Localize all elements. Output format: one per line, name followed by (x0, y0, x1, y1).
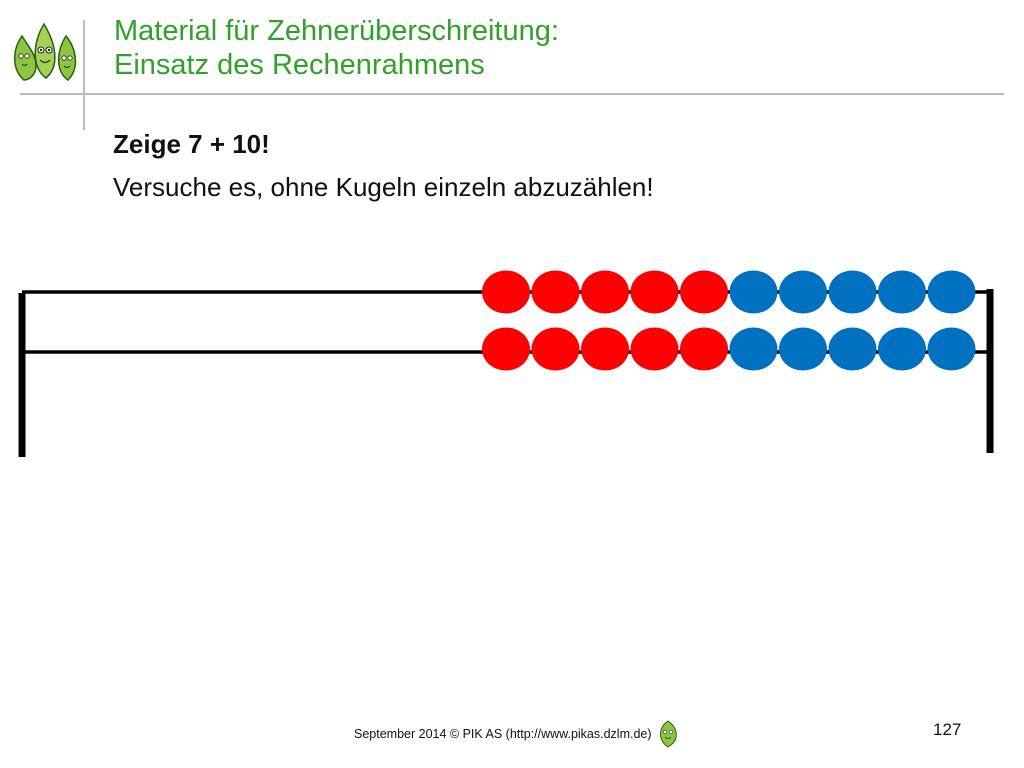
red-bead-row2-5 (680, 327, 728, 371)
blue-bead-row1-9 (878, 270, 926, 314)
red-bead-row1-5 (680, 270, 728, 314)
blue-bead-row2-9 (878, 327, 926, 371)
red-bead-row1-4 (630, 270, 679, 314)
red-bead-row2-3 (581, 327, 629, 371)
slide-title-line-1: Material für Zehnerüberschreitung: (114, 15, 559, 47)
slide-title: Material für Zehnerüberschreitung: Einsa… (114, 14, 559, 82)
pikas-leaf-mascots-icon (14, 22, 77, 81)
blue-bead-row2-7 (779, 327, 827, 371)
footer-text: September 2014 © PIK AS (http://www.pika… (354, 727, 652, 741)
hint-text: Versuche es, ohne Kugeln einzeln abzuzäh… (113, 172, 654, 202)
red-bead-row1-3 (581, 270, 629, 314)
pikas-leaf-mascot-icon (660, 720, 677, 748)
blue-bead-row1-8 (828, 270, 877, 314)
red-bead-row1-1 (482, 270, 530, 314)
abacus-beads (482, 270, 976, 371)
blue-bead-row2-10 (927, 327, 976, 371)
header-horizontal-divider (20, 93, 1004, 95)
red-bead-row2-2 (531, 327, 580, 371)
blue-bead-row1-7 (779, 270, 827, 314)
red-bead-row2-1 (482, 327, 530, 371)
blue-bead-row1-10 (927, 270, 976, 314)
slide-title-line-2: Einsatz des Rechenrahmens (114, 49, 485, 81)
red-bead-row2-4 (630, 327, 679, 371)
blue-bead-row2-6 (729, 327, 778, 371)
red-bead-row1-2 (531, 270, 580, 314)
page-number: 127 (933, 720, 962, 739)
task-text: Zeige 7 + 10! (113, 129, 270, 159)
blue-bead-row1-6 (729, 270, 778, 314)
blue-bead-row2-8 (828, 327, 877, 371)
header-vertical-divider (83, 20, 85, 130)
